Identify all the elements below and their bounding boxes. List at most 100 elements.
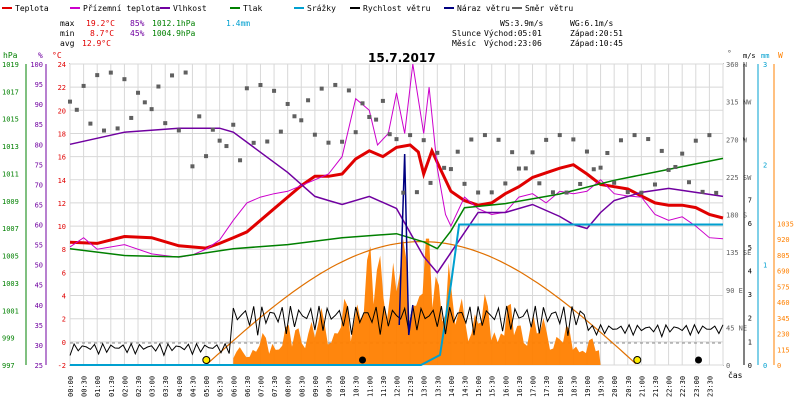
sun-set: Západ:20:51 <box>570 29 623 38</box>
pressure-tick-label: 1019 <box>2 61 19 69</box>
solar-tick-label: 230 <box>777 331 790 339</box>
x-tick-label: 18:30 <box>570 376 578 397</box>
legend-label: Vlhkost <box>173 4 207 13</box>
direction-dot <box>448 167 453 172</box>
direction-dot <box>204 154 209 159</box>
x-tick-label: 16:00 <box>502 376 510 397</box>
direction-dot <box>170 73 175 78</box>
direction-dot <box>584 149 589 154</box>
humidity-tick-label: 65 <box>35 201 43 209</box>
humidity-tick-label: 80 <box>35 141 43 149</box>
legend-label: Směr větru <box>525 4 573 13</box>
direction-dot <box>571 137 576 142</box>
solar-tick-label: 575 <box>777 283 790 291</box>
direction-tick-label: 315 NW <box>726 99 752 107</box>
moon-set: Západ:10:45 <box>570 39 623 48</box>
direction-dot <box>652 182 657 187</box>
rain-tick-label: 2 <box>763 161 767 169</box>
rain-line <box>70 223 723 366</box>
direction-dot <box>163 121 168 126</box>
direction-dot <box>306 98 311 103</box>
pressure-line <box>69 157 724 258</box>
temperature-tick-label: 12 <box>58 200 66 208</box>
legend-label: Teplota <box>15 4 49 13</box>
wind-speed-line <box>69 305 724 357</box>
wind-tick-label: 0 <box>748 362 752 370</box>
stat-min-temp: 8.7°C <box>90 29 114 38</box>
direction-dot <box>156 84 161 89</box>
stat-rain: 1.4mm <box>226 19 250 28</box>
direction-dot <box>68 99 72 104</box>
direction-dot <box>598 165 603 170</box>
direction-dot <box>102 128 107 133</box>
temperature-tick-label: 10 <box>58 223 66 231</box>
direction-dot <box>680 151 685 156</box>
unit-w: W <box>778 51 783 60</box>
x-tick-label: 11:00 <box>366 376 374 397</box>
pressure-tick-label: 1011 <box>2 170 19 178</box>
x-tick-label: 13:30 <box>434 376 442 397</box>
direction-dot <box>646 137 651 142</box>
x-tick-label: 06:00 <box>230 376 238 397</box>
direction-dot <box>591 167 596 172</box>
sun-rise: Východ:05:01 <box>484 29 542 38</box>
direction-dot <box>510 150 515 155</box>
x-tick-label: 01:00 <box>94 376 102 397</box>
direction-dot <box>217 138 222 143</box>
humidity-tick-label: 35 <box>35 322 43 330</box>
unit-hpa: hPa <box>3 51 18 60</box>
humidity-tick-label: 60 <box>35 222 43 230</box>
direction-dot <box>95 73 100 78</box>
humidity-tick-label: 50 <box>35 262 43 270</box>
solar-tick-label: 1035 <box>777 221 794 229</box>
x-tick-label: 19:30 <box>598 376 606 397</box>
direction-dot <box>469 137 474 142</box>
direction-dot <box>462 181 467 186</box>
wind-tick-label: 7 <box>748 196 752 204</box>
rain-tick-label: 0 <box>763 362 767 370</box>
direction-dot <box>442 165 447 170</box>
temperature-tick-label: 20 <box>58 107 66 115</box>
temperature-tick-label: 0 <box>62 339 66 347</box>
direction-dot <box>197 114 202 119</box>
stat-min-label: min <box>60 29 75 38</box>
temperature-tick-label: 4 <box>62 293 66 301</box>
x-tick-label: 05:00 <box>203 376 211 397</box>
x-tick-label: 19:00 <box>584 376 592 397</box>
humidity-tick-label: 100 <box>30 61 43 69</box>
x-tick-label: 09:30 <box>325 376 333 397</box>
grid <box>69 63 724 366</box>
direction-dot <box>312 132 317 137</box>
x-tick-label: 14:00 <box>448 376 456 397</box>
humidity-tick-label: 75 <box>35 161 43 169</box>
x-tick-label: 10:30 <box>353 376 361 397</box>
pressure-tick-label: 1001 <box>2 307 19 315</box>
direction-dot <box>115 126 120 131</box>
humidity-tick-label: 40 <box>35 302 43 310</box>
pressure-tick-label: 997 <box>2 362 15 370</box>
temperature-tick-label: 8 <box>62 246 66 254</box>
stat-min-press: 1004.9hPa <box>152 29 196 38</box>
direction-dot <box>455 149 460 154</box>
direction-dot <box>340 139 345 144</box>
unit-mm: mm <box>761 52 769 60</box>
wind-tick-label: 4 <box>748 267 752 275</box>
pressure-tick-label: 1007 <box>2 225 19 233</box>
direction-dot <box>639 190 644 195</box>
direction-dot <box>136 90 141 95</box>
direction-dot <box>190 164 195 169</box>
stat-max-temp: 19.2°C <box>86 19 115 28</box>
axis-units: hPa % °C ° m/s mm W čas <box>3 49 783 380</box>
unit-pct: % <box>38 51 43 60</box>
wind-tick-label: 2 <box>748 315 752 323</box>
sunrise-marker <box>202 356 211 364</box>
x-tick-label: 13:00 <box>421 376 429 397</box>
direction-dot <box>523 166 528 171</box>
direction-dot <box>380 98 385 103</box>
wind-speed-info: WS:3.9m/s <box>500 19 544 28</box>
x-tick-label: 20:30 <box>625 376 633 397</box>
unit-ms: m/s <box>743 52 756 60</box>
solar-tick-label: 920 <box>777 236 790 244</box>
x-tick-label: 11:30 <box>380 376 388 397</box>
